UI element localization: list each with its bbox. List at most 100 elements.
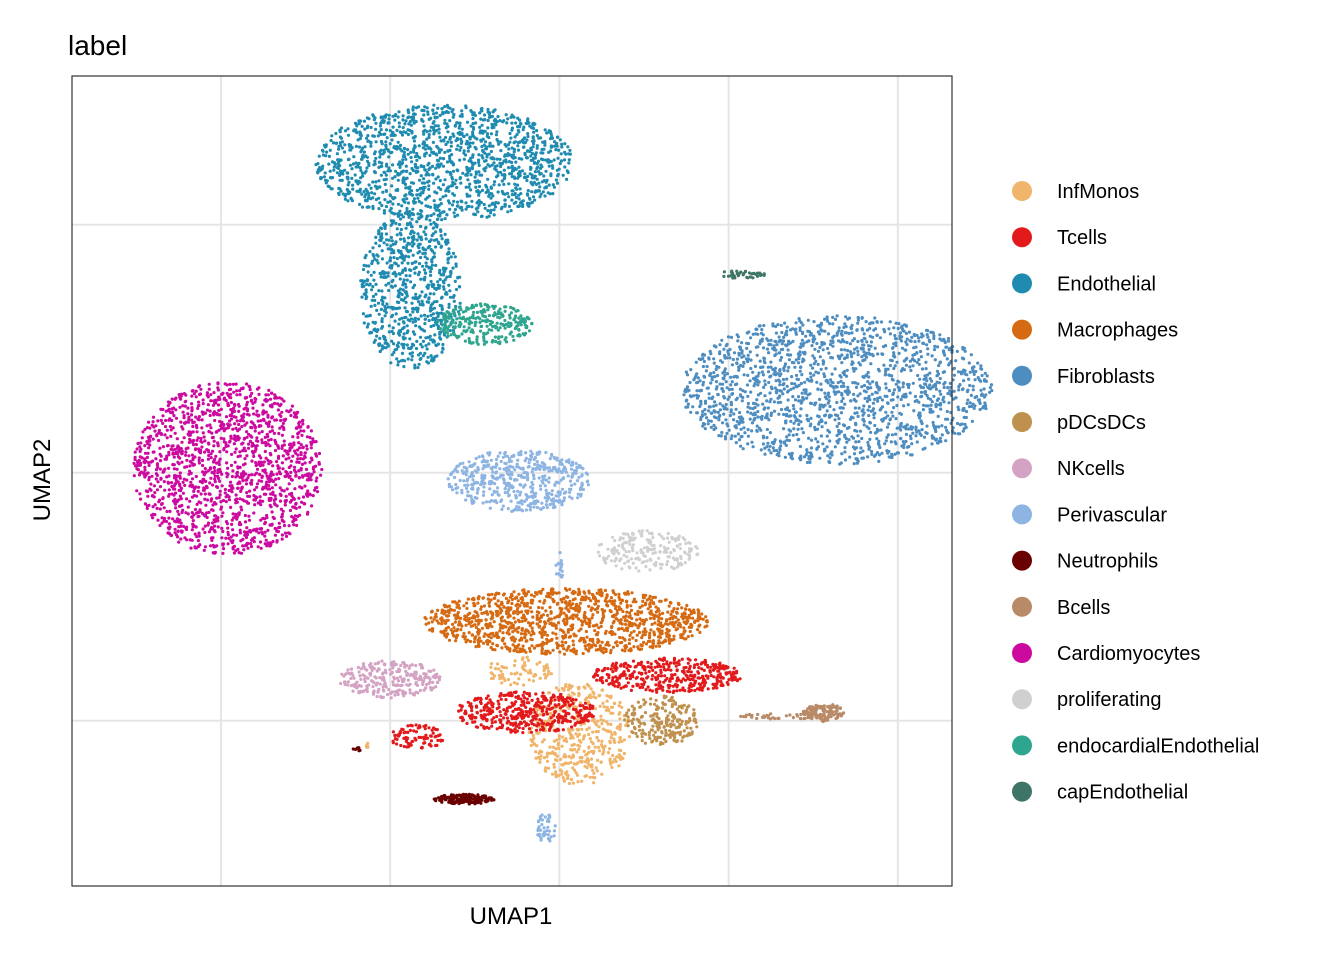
point-Macrophages	[612, 603, 616, 607]
point-Macrophages	[644, 593, 648, 597]
point-InfMonos	[497, 667, 501, 671]
point-InfMonos	[622, 751, 627, 756]
point-Endothelial	[555, 168, 559, 172]
point-Macrophages	[567, 644, 571, 649]
point-InfMonos	[575, 750, 579, 754]
point-Macrophages	[543, 620, 547, 624]
point-Tcells	[431, 731, 435, 735]
point-InfMonos	[596, 719, 600, 723]
point-Macrophages	[457, 623, 461, 627]
point-Endothelial	[425, 257, 429, 261]
point-Macrophages	[516, 612, 520, 616]
point-Endothelial	[348, 148, 352, 152]
point-Endothelial	[391, 285, 395, 289]
point-Fibroblasts	[893, 333, 897, 338]
point-Endothelial	[427, 133, 431, 137]
point-Tcells	[525, 692, 529, 696]
point-InfMonos	[585, 752, 589, 756]
point-InfMonos	[506, 678, 510, 682]
point-Macrophages	[495, 635, 500, 640]
point-Endothelial	[373, 303, 377, 307]
point-Endothelial	[445, 213, 449, 217]
point-Endothelial	[372, 170, 377, 174]
point-Tcells	[466, 700, 470, 704]
point-Endothelial	[362, 190, 366, 194]
point-InfMonos	[538, 676, 542, 680]
point-InfMonos	[622, 738, 627, 742]
point-Macrophages	[588, 646, 592, 650]
point-InfMonos	[578, 744, 582, 748]
point-Endothelial	[465, 194, 469, 198]
point-Endothelial	[551, 192, 555, 196]
point-Endothelial	[373, 321, 377, 325]
point-Endothelial	[358, 131, 362, 135]
point-Endothelial	[484, 183, 488, 187]
point-Tcells	[712, 665, 717, 669]
point-Tcells	[595, 668, 599, 673]
point-Endothelial	[427, 146, 431, 150]
point-Endothelial	[452, 199, 456, 203]
point-Tcells	[536, 697, 540, 701]
point-Macrophages	[700, 612, 704, 616]
point-Macrophages	[495, 611, 499, 615]
point-InfMonos	[593, 707, 597, 711]
point-Endothelial	[510, 113, 514, 117]
point-Fibroblasts	[695, 389, 699, 393]
point-Endothelial	[454, 178, 458, 182]
point-Macrophages	[503, 642, 507, 646]
point-Tcells	[624, 661, 628, 666]
point-Macrophages	[614, 613, 618, 617]
point-Endothelial	[496, 201, 500, 205]
point-Tcells	[619, 686, 623, 690]
point-Macrophages	[651, 613, 655, 617]
point-Endothelial	[449, 184, 453, 188]
point-Endothelial	[330, 160, 335, 164]
point-Macrophages	[636, 647, 641, 651]
point-InfMonos	[571, 766, 575, 770]
point-Endothelial	[567, 161, 571, 165]
point-Macrophages	[651, 646, 655, 650]
point-Macrophages	[451, 622, 455, 627]
point-InfMonos	[542, 665, 546, 669]
point-InfMonos	[618, 756, 622, 760]
point-Macrophages	[624, 643, 628, 648]
point-Endothelial	[419, 224, 423, 229]
point-Macrophages	[504, 620, 509, 624]
point-Endothelial	[389, 206, 393, 211]
point-Tcells	[540, 721, 544, 725]
point-InfMonos	[565, 770, 569, 774]
point-Macrophages	[540, 649, 544, 653]
point-Tcells	[675, 677, 680, 681]
point-InfMonos	[609, 730, 613, 734]
point-Endothelial	[477, 193, 481, 197]
point-Tcells	[675, 689, 679, 693]
point-Tcells	[607, 673, 611, 677]
point-Macrophages	[579, 598, 583, 602]
point-Endothelial	[397, 306, 402, 310]
point-Macrophages	[518, 638, 522, 642]
point-Endothelial	[377, 244, 381, 248]
point-Endothelial	[362, 292, 366, 296]
point-Endothelial	[447, 247, 451, 251]
point-Macrophages	[568, 616, 572, 620]
point-Fibroblasts	[873, 397, 877, 401]
point-Endothelial	[394, 312, 398, 316]
point-Tcells	[540, 694, 544, 698]
point-Macrophages	[456, 615, 460, 619]
point-Tcells	[614, 675, 618, 679]
point-Tcells	[516, 696, 520, 701]
point-Endothelial	[464, 201, 468, 205]
point-Endothelial	[377, 207, 381, 211]
point-Endothelial	[328, 148, 332, 152]
point-Endothelial	[346, 183, 350, 187]
point-Macrophages	[546, 613, 550, 618]
point-Macrophages	[621, 636, 625, 640]
point-Endothelial	[438, 330, 442, 334]
point-Tcells	[487, 726, 491, 730]
point-Endothelial	[470, 166, 474, 170]
point-Endothelial	[481, 118, 485, 122]
point-Macrophages	[663, 598, 668, 602]
point-Tcells	[404, 735, 408, 740]
point-Tcells	[622, 670, 626, 674]
point-Macrophages	[657, 616, 661, 620]
